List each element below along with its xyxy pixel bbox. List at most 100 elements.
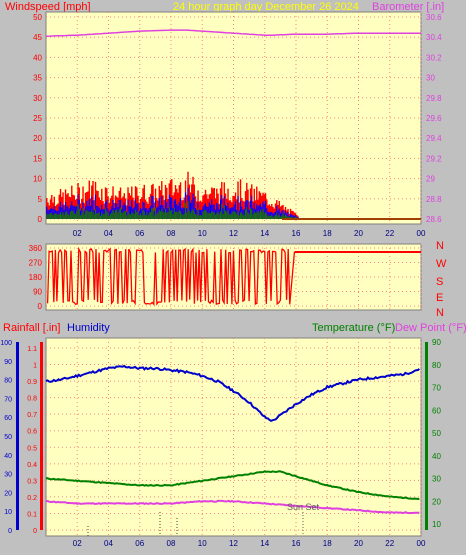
humidity-tick-label: 0 — [8, 528, 12, 535]
windspeed-tick-label: 20 — [33, 134, 42, 143]
windspeed-tick-label: 0 — [38, 215, 43, 224]
barometer-y-ticks: 28.6 28.8 29 29.2 29.4 29.6 29.8 30 30.2 30.4 30.6 — [426, 13, 442, 224]
rainfall-tick-label: 0.5 — [27, 445, 37, 452]
rainfall-tick-label: 0.9 — [27, 379, 37, 386]
temperature-tick-label: 50 — [432, 429, 441, 438]
windspeed-x-tick-label: 08 — [167, 229, 176, 238]
climate-x-tick-label: 14 — [260, 539, 269, 548]
windspeed-x-tick-label: 14 — [260, 229, 269, 238]
humidity-tick-label: 60 — [4, 415, 12, 422]
wind-direction-tick-label: 180 — [29, 273, 43, 282]
barometer-tick-label: 29.6 — [426, 114, 442, 123]
humidity-tick-label: 80 — [4, 378, 12, 385]
windspeed-x-tick-label: 22 — [385, 229, 394, 238]
temperature-y-ticks: 10 20 30 40 50 60 70 80 90 — [432, 338, 441, 529]
humidity-scale-bar — [16, 342, 19, 530]
windspeed-tick-label: 15 — [33, 154, 42, 163]
rainfall-tick-label: 0.2 — [27, 495, 37, 502]
climate-x-tick-label: 10 — [198, 539, 207, 548]
dewpoint-series-line — [45, 499, 420, 515]
windspeed-tick-label: 40 — [33, 53, 42, 62]
temperature-tick-label: 20 — [432, 497, 441, 506]
windspeed-x-tick-label: 18 — [323, 229, 332, 238]
climate-x-ticks: 02 04 06 08 10 12 14 16 18 20 22 00 — [73, 539, 426, 548]
barometer-tick-label: 28.6 — [426, 215, 442, 224]
windspeed-x-tick-label: 02 — [73, 229, 82, 238]
climate-x-tick-label: 20 — [354, 539, 363, 548]
rainfall-tick-label: 0.4 — [27, 462, 37, 469]
barometer-axis-label: Barometer [.in] — [372, 1, 444, 13]
wind-direction-grid — [46, 244, 422, 310]
rainfall-tick-label: 1 — [33, 363, 37, 370]
wind-direction-series — [46, 246, 421, 306]
barometer-tick-label: 29.8 — [426, 94, 442, 103]
humidity-tick-label: 40 — [4, 453, 12, 460]
compass-label-n-top: N — [436, 240, 444, 252]
windspeed-bars — [46, 171, 299, 219]
humidity-tick-label: 50 — [4, 434, 12, 441]
barometer-tick-label: 30.4 — [426, 33, 442, 42]
windspeed-y-ticks: 0 5 10 15 20 25 30 35 40 45 50 — [33, 13, 42, 224]
windspeed-axis-label: Windspeed [mph] — [5, 1, 91, 13]
wind-direction-trace — [46, 246, 291, 306]
windspeed-x-tick-label: 04 — [104, 229, 113, 238]
barometer-tick-label: 28.8 — [426, 195, 442, 204]
humidity-tick-label: 10 — [4, 509, 12, 516]
barometer-series-line — [45, 29, 421, 37]
climate-x-tick-label: 12 — [229, 539, 238, 548]
chart-title: 24 hour graph day December 26 2024 — [173, 1, 359, 13]
windspeed-tick-label: 10 — [33, 175, 42, 184]
rainfall-axis-label: Rainfall [.in] — [3, 322, 60, 334]
temperature-scale-bar — [425, 342, 428, 530]
barometer-tick-label: 29 — [426, 175, 435, 184]
windspeed-tick-label: 25 — [33, 114, 42, 123]
rainfall-tick-label: 0.1 — [27, 511, 37, 518]
climate-x-tick-label: 22 — [385, 539, 394, 548]
windspeed-x-tick-label: 10 — [198, 229, 207, 238]
climate-grid — [46, 338, 422, 536]
wind-direction-tick-label: 0 — [38, 302, 43, 311]
climate-x-tick-label: 18 — [323, 539, 332, 548]
humidity-tick-label: 100 — [0, 340, 12, 347]
rainfall-tick-label: 0.3 — [27, 478, 37, 485]
compass-label-e: E — [436, 292, 443, 304]
temperature-series-line — [45, 470, 420, 501]
barometer-tick-label: 29.2 — [426, 154, 442, 163]
wind-direction-tick-label: 90 — [33, 288, 42, 297]
compass-label-s: S — [436, 276, 443, 288]
wind-direction-tick-label: 270 — [29, 259, 43, 268]
rainfall-y-ticks: 0 0.1 0.2 0.3 0.4 0.5 0.6 0.7 0.8 0.9 1 1.1 — [27, 346, 37, 535]
compass-labels: N W S E N — [436, 240, 447, 319]
climate-x-tick-label: 08 — [167, 539, 176, 548]
windspeed-x-tick-label: 00 — [417, 229, 426, 238]
windspeed-x-tick-label: 06 — [135, 229, 144, 238]
wind-direction-tick-label: 360 — [29, 244, 43, 253]
wind-direction-transition — [289, 251, 296, 305]
climate-x-tick-label: 02 — [73, 539, 82, 548]
barometer-tick-label: 30 — [426, 74, 435, 83]
temperature-axis-label: Temperature (°F) — [312, 322, 395, 334]
compass-label-n-bottom: N — [436, 307, 444, 319]
humidity-y-ticks: 0 10 20 30 40 50 60 70 80 90 100 — [0, 340, 12, 535]
humidity-tick-label: 20 — [4, 490, 12, 497]
barometer-tick-label: 30.6 — [426, 13, 442, 22]
humidity-tick-label: 90 — [4, 359, 12, 366]
humidity-series-line — [45, 364, 420, 423]
windspeed-tick-label: 5 — [38, 195, 43, 204]
sunset-annotation: Sun Set — [287, 502, 320, 512]
windspeed-x-tick-label: 12 — [229, 229, 238, 238]
temperature-tick-label: 30 — [432, 475, 441, 484]
rainfall-tick-label: 1.1 — [27, 346, 37, 353]
temperature-tick-label: 60 — [432, 406, 441, 415]
rainfall-tick-label: 0.7 — [27, 412, 37, 419]
rainfall-tick-label: 0 — [33, 528, 37, 535]
wind-direction-y-ticks: 0 90 180 270 360 — [29, 244, 43, 311]
windspeed-x-ticks: 02 04 06 08 10 12 14 16 18 20 22 00 — [73, 229, 426, 238]
temperature-tick-label: 70 — [432, 384, 441, 393]
humidity-axis-label: Humidity — [67, 322, 110, 334]
windspeed-tick-label: 45 — [33, 33, 42, 42]
windspeed-tick-label: 30 — [33, 94, 42, 103]
climate-x-tick-label: 04 — [104, 539, 113, 548]
windspeed-x-tick-label: 20 — [354, 229, 363, 238]
